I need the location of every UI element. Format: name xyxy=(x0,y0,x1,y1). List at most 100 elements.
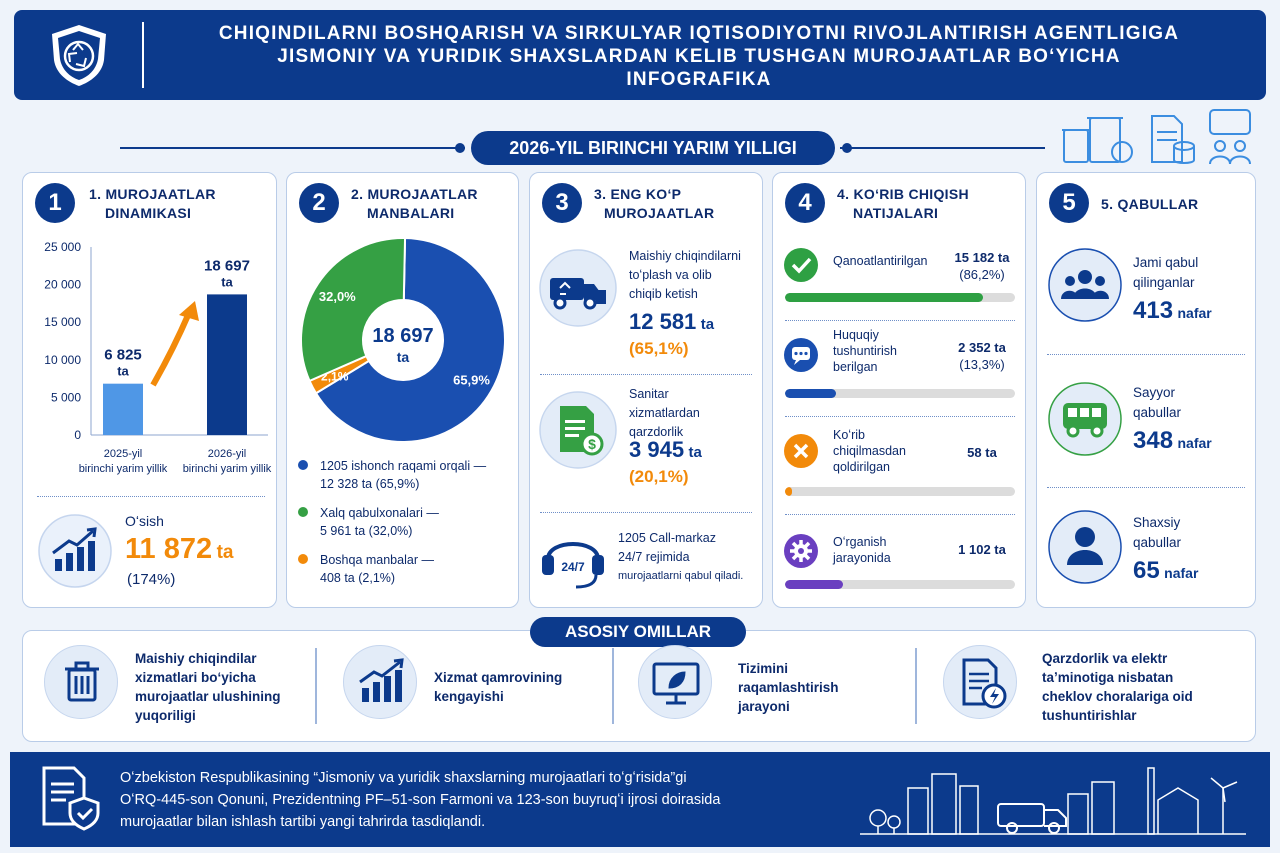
x-tick-label: 2026-yil xyxy=(208,448,247,460)
legend-dot xyxy=(298,460,308,470)
reception-label-line: Jami qabul xyxy=(1133,255,1199,270)
page-title: CHIQINDILARNI BOSHQARISH VA SIRKULYAR IQ… xyxy=(154,22,1244,91)
result-progress xyxy=(785,487,1015,496)
legend-label: Boshqa manbalar — xyxy=(320,553,434,567)
callcenter-text: 1205 Call-markaz 24/7 rejimida murojaatl… xyxy=(618,529,743,586)
factor-icon-circle xyxy=(44,645,118,719)
card-sources: 2 2. MUROJAATLAR MANBALARI 65,9% 2,1% 32,0… xyxy=(286,172,519,608)
result-label-line: Huquqiy xyxy=(833,328,879,342)
result-count: 2 352 ta xyxy=(958,340,1006,355)
factor-line: kengayishi xyxy=(434,689,504,704)
card-receptions: 5 5. QABULLAR Jami qabul qilinganlar 413… xyxy=(1036,172,1256,608)
donut-center-unit: ta xyxy=(397,349,410,365)
legend-dot xyxy=(298,554,308,564)
bar-unit-label: ta xyxy=(221,274,233,289)
legend-text: 1205 ishonch raqami orqali — 12 328 ta (… xyxy=(320,457,486,493)
check-icon xyxy=(784,248,818,282)
factor-text: Qarzdorlik va elektr taʼminotiga nisbata… xyxy=(1042,649,1193,725)
reception-label-line: Sayyor xyxy=(1133,385,1176,400)
slice-label: 65,9% xyxy=(453,372,490,387)
divider xyxy=(37,496,265,497)
factor-line: jarayoni xyxy=(738,699,790,714)
y-tick-label: 20 000 xyxy=(44,278,81,292)
request-label: Maishiy chiqindilarni toʻplash va olib c… xyxy=(629,247,741,304)
card-top-requests: 3 3. ENG KOʻP MUROJAATLAR Maishiy chiqin… xyxy=(529,172,763,608)
result-count: 1 102 ta xyxy=(958,542,1006,557)
result-progress xyxy=(785,580,1015,589)
y-tick-label: 25 000 xyxy=(44,240,81,254)
factor-line: Maishiy chiqindilar xyxy=(135,651,257,666)
factor-line: cheklov choralariga oid xyxy=(1042,689,1193,704)
reception-label-line: qilinganlar xyxy=(1133,275,1195,290)
card-number: 1 xyxy=(35,183,75,223)
result-value: 58 ta xyxy=(941,444,1023,461)
growth-number: 11 872 xyxy=(125,533,213,565)
factor-icon-circle xyxy=(638,645,712,719)
period-badge: 2026-YIL BIRINCHI YARIM YILLIGI xyxy=(471,131,835,165)
result-label: Qanoatlantirilgan xyxy=(833,253,928,269)
request-percent: (65,1%) xyxy=(629,339,689,358)
callcenter-line: 1205 Call-markaz xyxy=(618,531,716,545)
reception-number: 65 xyxy=(1133,557,1160,584)
garbage-truck-icon xyxy=(539,249,617,327)
divider xyxy=(1047,354,1245,355)
card-title-line-1: 5. QABULLAR xyxy=(1101,196,1199,212)
donut-slice xyxy=(300,237,407,383)
reception-unit: nafar xyxy=(1177,435,1212,451)
reception-label: Sayyor qabullar xyxy=(1133,383,1181,423)
shield-recycle-icon xyxy=(52,25,106,86)
request-unit: ta xyxy=(700,316,715,333)
card-title-line-2: MANBALARI xyxy=(367,205,455,221)
svg-text:$: $ xyxy=(588,436,596,452)
result-label-line: chiqilmasdan xyxy=(833,444,906,458)
factor-divider xyxy=(315,648,317,724)
card-number: 5 xyxy=(1049,183,1089,223)
card-title-line-1: 3. ENG KOʻP xyxy=(594,186,682,202)
growth-label: Oʻsish xyxy=(125,513,164,529)
gear-icon xyxy=(784,534,818,568)
bus-icon xyxy=(1048,382,1122,456)
card-title: 1. MUROJAATLAR DINAMIKASI xyxy=(89,185,216,223)
footer-line: murojaatlar bilan ishlash tartibi yangi … xyxy=(120,814,486,830)
request-label-line: Sanitar xyxy=(629,387,669,401)
legend-item: Boshqa manbalar — 408 ta (2,1%) xyxy=(298,551,513,598)
reception-value: 348 nafar xyxy=(1133,427,1212,455)
reception-unit: nafar xyxy=(1164,565,1199,581)
result-label-line: berilgan xyxy=(833,360,878,374)
factor-icon-circle xyxy=(943,645,1017,719)
header-banner: CHIQINDILARNI BOSHQARISH VA SIRKULYAR IQ… xyxy=(14,10,1266,100)
growth-bars-icon xyxy=(359,658,404,702)
card-number: 3 xyxy=(542,183,582,223)
bar-unit-label: ta xyxy=(117,364,129,379)
request-label-line: xizmatlardan xyxy=(629,406,700,420)
recycle-bin-icon xyxy=(1062,117,1133,163)
factor-text: Maishiy chiqindilar xizmatlari boʻyicha … xyxy=(135,649,281,725)
legend-label: Xalq qabulxonalari — xyxy=(320,506,439,520)
progress-fill xyxy=(785,389,836,398)
factor-line: murojaatlar ulushining xyxy=(135,689,281,704)
document-lightning-icon xyxy=(962,658,1007,709)
result-label-line: jarayonida xyxy=(833,551,891,565)
request-percent: (20,1%) xyxy=(629,467,689,486)
card-title-line-1: 2. MUROJAATLAR xyxy=(351,186,478,202)
callcenter-line: 24/7 rejimida xyxy=(618,550,690,564)
divider xyxy=(540,374,752,375)
factor-text: Xizmat qamrovining kengayishi xyxy=(434,668,562,706)
request-label: Sanitar xizmatlardan qarzdorlik xyxy=(629,385,700,442)
x-tick-label: birinchi yarim yillik xyxy=(79,463,168,475)
monitor-leaf-icon xyxy=(652,662,700,705)
factor-line: yuqoriligi xyxy=(135,708,196,723)
result-percent: (13,3%) xyxy=(959,357,1005,372)
result-label: Huquqiy tushuntirish berilgan xyxy=(833,327,897,375)
progress-fill xyxy=(785,487,792,496)
result-label-line: qoldirilgan xyxy=(833,460,890,474)
result-label: Oʻrganish jarayonida xyxy=(833,534,891,566)
person-icon xyxy=(1048,510,1122,584)
progress-fill xyxy=(785,580,843,589)
reception-label-line: qabullar xyxy=(1133,405,1182,420)
reception-label: Jami qabul qilinganlar xyxy=(1133,253,1198,293)
reception-value: 413 nafar xyxy=(1133,297,1212,325)
card-title: 4. KOʻRIB CHIQISH NATIJALARI xyxy=(837,185,969,223)
factor-line: xizmatlari boʻyicha xyxy=(135,670,256,685)
